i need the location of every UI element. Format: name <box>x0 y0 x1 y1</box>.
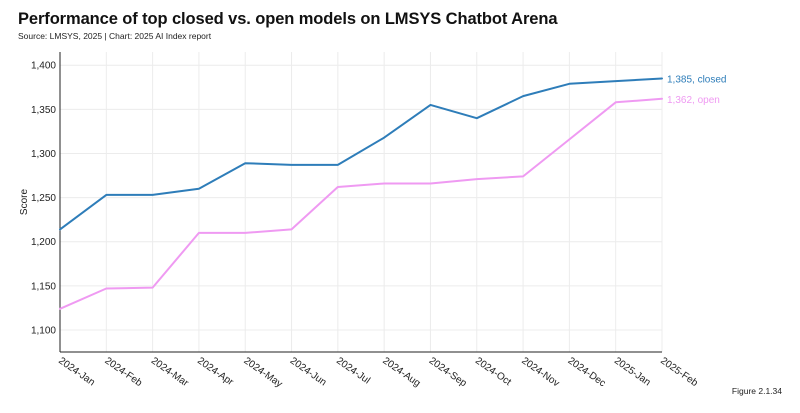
x-tick-label: 2024-Oct <box>473 355 513 388</box>
y-tick-label: 1,250 <box>31 193 56 204</box>
grid <box>59 52 663 352</box>
y-tick-label: 1,200 <box>31 237 56 248</box>
x-tick-label: 2024-Apr <box>195 355 236 388</box>
x-tick-label: 2024-Jul <box>334 355 372 386</box>
x-tick-label: 2025-Feb <box>658 355 700 389</box>
x-tick-label: 2024-Dec <box>566 355 608 389</box>
chart-source: Source: LMSYS, 2025 | Chart: 2025 AI Ind… <box>18 31 212 41</box>
x-tick-label: 2024-Jan <box>56 355 96 388</box>
x-tick-label: 2024-May <box>242 355 285 390</box>
x-tick-label: 2024-Sep <box>427 355 469 389</box>
y-tick-label: 1,150 <box>31 281 56 292</box>
y-tick-label: 1,400 <box>31 61 56 72</box>
end-label-open: 1,362, open <box>667 95 720 106</box>
x-tick-label: 2025-Jan <box>612 355 652 388</box>
x-tick-label: 2024-Mar <box>149 355 191 389</box>
axes <box>59 52 662 353</box>
series-line-open <box>59 97 663 310</box>
chart-title: Performance of top closed vs. open model… <box>18 10 558 28</box>
y-tick-label: 1,350 <box>31 105 56 116</box>
labels: 1,100 1,150 1,200 1,250 1,300 1,350 1,400 2024-… <box>19 61 727 390</box>
x-tick-label: 2024-Jun <box>288 355 328 388</box>
y-tick-label: 1,100 <box>31 325 56 336</box>
figure-label: Figure 2.1.34 <box>731 386 782 396</box>
x-tick-label: 2024-Feb <box>103 355 145 389</box>
y-axis-label: Score <box>19 189 30 216</box>
x-tick-label: 2024-Nov <box>519 355 561 389</box>
series-layer <box>59 77 663 310</box>
y-tick-label: 1,300 <box>31 149 56 160</box>
end-label-closed: 1,385, closed <box>667 74 727 85</box>
series-line-closed <box>59 77 663 231</box>
x-tick-label: 2024-Aug <box>380 355 422 389</box>
